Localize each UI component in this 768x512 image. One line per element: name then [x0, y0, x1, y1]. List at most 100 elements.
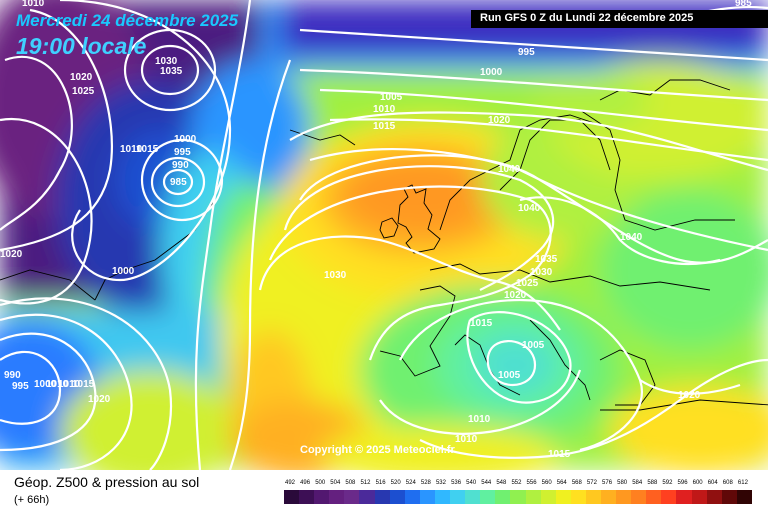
isobar-labels: 1010 1030 1035 1020 1025 1010 1015 1000 …: [0, 0, 752, 460]
isobar-label: 1010: [120, 144, 143, 155]
isobar-label: 1020: [0, 249, 23, 260]
isobar-label: 995: [174, 147, 191, 158]
isobar-label: 1015: [72, 379, 95, 390]
isobar-label: 1005: [498, 370, 521, 381]
scale-tick-label: 604: [707, 480, 718, 486]
forecast-time: 19:00 locale: [16, 33, 147, 59]
scale-swatch: [329, 490, 345, 504]
scale-tick-label: 524: [405, 480, 416, 486]
scale-swatch: [314, 490, 330, 504]
field-title: Géop. Z500 & pression au sol: [14, 474, 200, 490]
scale-tick-label: 584: [632, 480, 643, 486]
scale-swatch: [631, 490, 647, 504]
isobar-label: 1030: [530, 267, 553, 278]
isobar-label: 1010: [468, 414, 491, 425]
scale-tick-label: 508: [345, 480, 356, 486]
scale-swatch: [344, 490, 360, 504]
scale-tick-label: 600: [692, 480, 703, 486]
scale-tick-label: 504: [330, 480, 341, 486]
forecast-date: Mercredi 24 décembre 2025: [16, 11, 239, 30]
scale-swatch: [570, 490, 586, 504]
isobar-label: 1020: [70, 72, 93, 83]
isobar-label: 985: [170, 177, 187, 188]
scale-tick-label: 596: [677, 480, 688, 486]
scale-tick-label: 512: [360, 480, 371, 486]
color-scale-bar: [284, 490, 752, 504]
scale-swatch: [419, 490, 435, 504]
isobar-label: 1000: [34, 379, 57, 390]
scale-tick-label: 536: [451, 480, 462, 486]
scale-tick-label: 532: [435, 480, 446, 486]
isobar-label: 1035: [160, 66, 183, 77]
isobar-label: 1010: [46, 379, 69, 390]
isobar-label: 1020: [88, 394, 111, 405]
isobar-label: 1020: [678, 390, 701, 401]
scale-tick-label: 568: [571, 480, 582, 486]
isobar-label: 990: [172, 160, 189, 171]
run-banner: [471, 10, 768, 28]
isobar-label: 1010: [455, 434, 478, 445]
isobar-label: 1030: [155, 56, 178, 67]
isobar-label: 1005: [522, 340, 545, 351]
scale-tick-label: 520: [390, 480, 401, 486]
scale-swatch: [404, 490, 420, 504]
isobar-label: 1000: [174, 134, 197, 145]
scale-swatch: [616, 490, 632, 504]
scale-swatch: [480, 490, 496, 504]
scale-swatch: [510, 490, 526, 504]
scale-swatch: [450, 490, 466, 504]
scale-swatch: [540, 490, 556, 504]
scale-tick-label: 588: [647, 480, 658, 486]
scale-tick-label: 492: [285, 480, 296, 486]
isobar-label: 1015: [136, 144, 159, 155]
isobar-label: 1000: [480, 67, 503, 78]
scale-tick-label: 552: [511, 480, 522, 486]
scale-swatch: [284, 490, 300, 504]
scale-swatch: [374, 490, 390, 504]
scale-tick-label: 540: [466, 480, 477, 486]
map-canvas: 1010 1030 1035 1020 1025 1010 1015 1000 …: [0, 0, 768, 470]
isobar-label: 1035: [535, 254, 558, 265]
scale-swatch: [434, 490, 451, 504]
scale-tick-label: 496: [300, 480, 311, 486]
scale-swatch: [359, 490, 375, 504]
isobar-label: 1015: [470, 318, 493, 329]
scale-tick-label: 576: [602, 480, 613, 486]
isobar-label: 1010: [22, 0, 45, 9]
forecast-step: (+ 66h): [14, 494, 50, 506]
isobar-lines: [0, 0, 768, 470]
isobar-label: 1025: [72, 86, 95, 97]
scale-tick-label: 556: [526, 480, 537, 486]
scale-swatch: [600, 490, 617, 504]
isobar-label: 995: [12, 381, 29, 392]
copyright-text: Copyright © 2025 Meteociel.fr: [300, 444, 455, 456]
scale-swatch: [299, 490, 315, 504]
scale-swatch: [706, 490, 722, 504]
scale-tick-label: 560: [541, 480, 552, 486]
scale-swatch: [495, 490, 511, 504]
isobar-label: 1040: [620, 232, 643, 243]
weather-map: 1010 1030 1035 1020 1025 1010 1015 1000 …: [0, 0, 768, 470]
isobar-label: 1020: [504, 290, 527, 301]
scale-swatch: [585, 490, 601, 504]
isobar-label: 1010: [58, 379, 81, 390]
scale-tick-label: 608: [722, 480, 733, 486]
isobar-label: 1020: [488, 115, 511, 126]
scale-tick-label: 516: [375, 480, 386, 486]
scale-swatch: [721, 490, 737, 504]
scale-tick-label: 592: [662, 480, 673, 486]
isobar-label: 1015: [548, 449, 571, 460]
isobar-label: 1025: [516, 278, 539, 289]
scale-swatch: [465, 490, 481, 504]
scale-tick-label: 544: [481, 480, 492, 486]
isobar-label: 995: [518, 47, 535, 58]
scale-tick-label: 564: [556, 480, 567, 486]
isobar-label: 1030: [324, 270, 347, 281]
scale-swatch: [389, 490, 405, 504]
scale-tick-label: 528: [420, 480, 431, 486]
coastlines: [0, 79, 768, 411]
isobar-label: 990: [4, 370, 21, 381]
isobar-label: 1000: [112, 266, 135, 277]
color-scale-ticks: 492 496 500 504 508 512 516 520 524 528 532 536 540 5…: [284, 480, 752, 490]
scale-tick-label: 572: [586, 480, 597, 486]
